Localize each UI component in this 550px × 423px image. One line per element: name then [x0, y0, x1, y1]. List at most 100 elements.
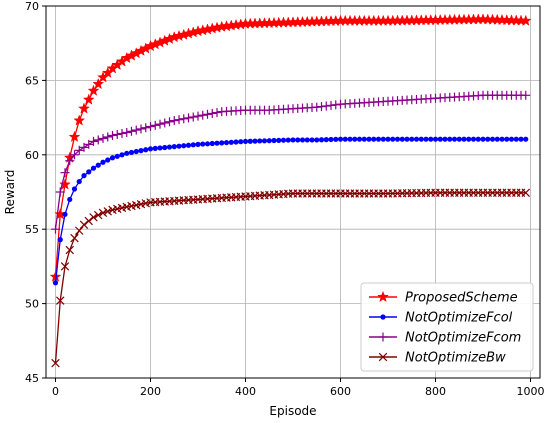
data-point [76, 178, 82, 185]
data-point [404, 136, 410, 142]
data-point [423, 136, 429, 142]
data-point [521, 188, 530, 197]
data-point [98, 208, 108, 218]
legend-label: NotOptimizeBw [405, 351, 506, 366]
data-point [285, 137, 291, 143]
data-point [165, 117, 174, 127]
data-point [489, 136, 496, 142]
y-tick-label: 70 [25, 0, 39, 13]
data-point [55, 187, 65, 197]
data-point [124, 150, 130, 156]
data-point [105, 157, 111, 163]
data-point [95, 162, 101, 168]
data-point [51, 358, 60, 368]
data-point [100, 159, 106, 165]
y-tick-label: 55 [25, 223, 39, 236]
y-tick-label: 50 [25, 298, 39, 311]
data-point [304, 137, 310, 143]
data-point [108, 130, 117, 140]
data-point [428, 136, 434, 142]
x-tick-label: 600 [330, 385, 351, 398]
data-point [242, 138, 249, 145]
data-point [60, 168, 70, 178]
data-point [352, 136, 358, 142]
data-point [494, 136, 500, 142]
data-point [190, 142, 196, 148]
data-point [70, 150, 79, 160]
data-point [127, 126, 136, 136]
data-point [136, 124, 146, 134]
data-point [456, 136, 462, 142]
data-point [143, 147, 149, 153]
data-point [347, 136, 353, 142]
data-point [188, 112, 198, 122]
data-point [333, 136, 339, 142]
data-point [65, 156, 75, 166]
data-point [185, 142, 192, 148]
data-point [261, 138, 268, 144]
legend-box [360, 282, 534, 372]
plot-frame [45, 5, 541, 379]
legend-marker [380, 314, 386, 320]
data-point [103, 132, 113, 142]
data-point [133, 148, 139, 155]
data-point [323, 137, 329, 143]
data-point [214, 140, 220, 146]
data-point [447, 136, 453, 142]
data-point [212, 108, 222, 118]
data-point [480, 136, 486, 142]
x-tick-label: 800 [425, 385, 446, 398]
data-point [138, 148, 144, 154]
series-line [54, 94, 526, 230]
data-point [51, 224, 60, 234]
data-point [200, 141, 206, 147]
series-NotOptimizeBw [51, 188, 530, 368]
data-point [78, 102, 90, 114]
data-point [193, 111, 203, 121]
data-point [174, 115, 184, 125]
data-point [81, 173, 87, 179]
data-point [103, 207, 112, 216]
data-point [314, 137, 320, 143]
legend-item: ProposedScheme [369, 291, 518, 306]
data-point [94, 210, 103, 220]
series-NotOptimizeFcol [52, 136, 529, 286]
data-point [87, 84, 100, 96]
data-point [371, 136, 377, 142]
data-point [219, 140, 225, 146]
data-point [361, 136, 367, 142]
data-point [176, 143, 182, 149]
data-point [309, 137, 315, 143]
data-point [271, 137, 277, 144]
data-point [112, 129, 122, 139]
data-point [342, 136, 348, 142]
data-point [162, 144, 168, 151]
data-point [203, 109, 212, 119]
data-point [266, 138, 272, 144]
data-point [513, 136, 519, 142]
data-point [65, 245, 74, 255]
data-point [418, 136, 424, 142]
data-point [146, 122, 155, 132]
data-point [394, 136, 401, 142]
data-point [98, 133, 108, 143]
x-tick-label: 400 [235, 385, 256, 398]
data-point [84, 216, 93, 226]
data-point [70, 233, 79, 243]
data-point [390, 136, 396, 142]
x-tick-label: 200 [140, 385, 161, 398]
data-point [74, 145, 84, 155]
data-point [150, 120, 160, 130]
data-point [252, 138, 258, 144]
legend-marker [378, 352, 388, 362]
data-point [155, 119, 165, 129]
data-point [238, 139, 244, 145]
data-point [171, 144, 177, 150]
legend-item: NotOptimizeFcom [369, 331, 521, 346]
data-point [280, 137, 287, 143]
data-point [169, 116, 179, 126]
data-point [92, 77, 105, 90]
data-point [328, 136, 334, 143]
data-point [67, 196, 73, 203]
